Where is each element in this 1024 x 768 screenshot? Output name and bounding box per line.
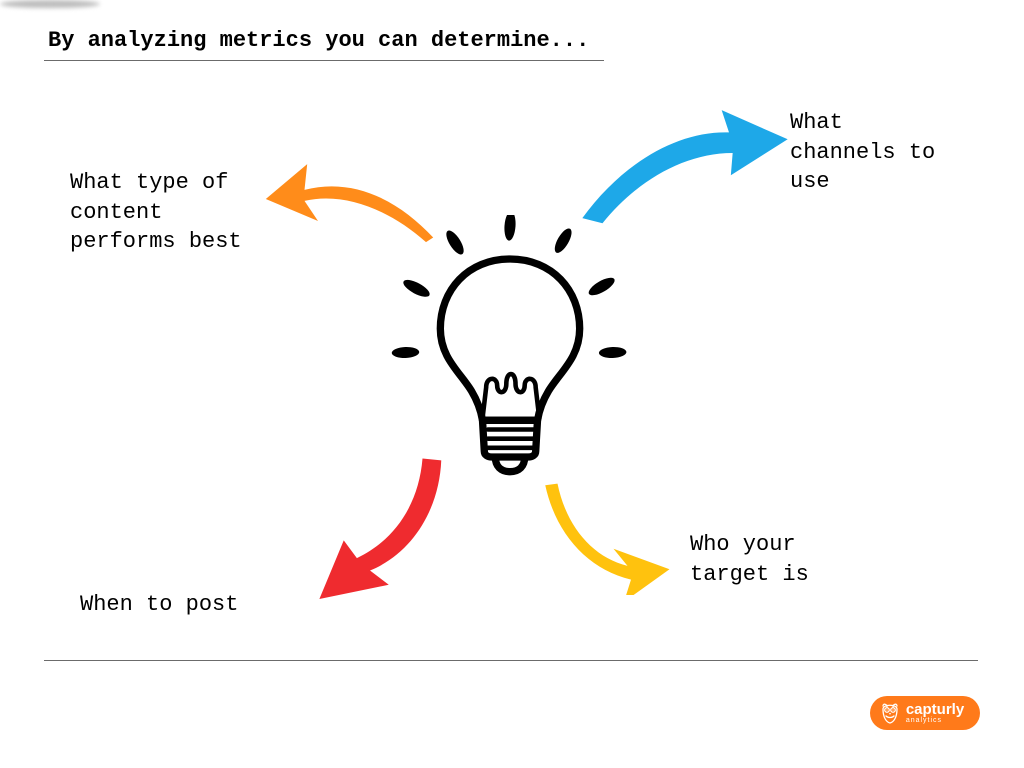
logo-text: capturly <box>906 702 964 717</box>
arrow-yellow-icon <box>540 475 680 595</box>
owl-icon <box>880 702 900 724</box>
infographic-stage: By analyzing metrics you can determine..… <box>0 0 1024 768</box>
footer-divider <box>44 660 978 661</box>
logo-shadow <box>0 0 100 8</box>
label-target: Who your target is <box>690 530 809 589</box>
title-underline <box>44 60 604 61</box>
logo-subtext: analytics <box>906 717 942 724</box>
capturly-logo: capturly analytics <box>870 696 980 730</box>
label-channels: What channels to use <box>790 108 935 197</box>
lightbulb-icon <box>365 215 655 490</box>
page-title: By analyzing metrics you can determine..… <box>48 28 589 53</box>
arrow-blue-icon <box>575 105 795 225</box>
label-when-to-post: When to post <box>80 590 238 620</box>
label-content-type: What type of content performs best <box>70 168 242 257</box>
